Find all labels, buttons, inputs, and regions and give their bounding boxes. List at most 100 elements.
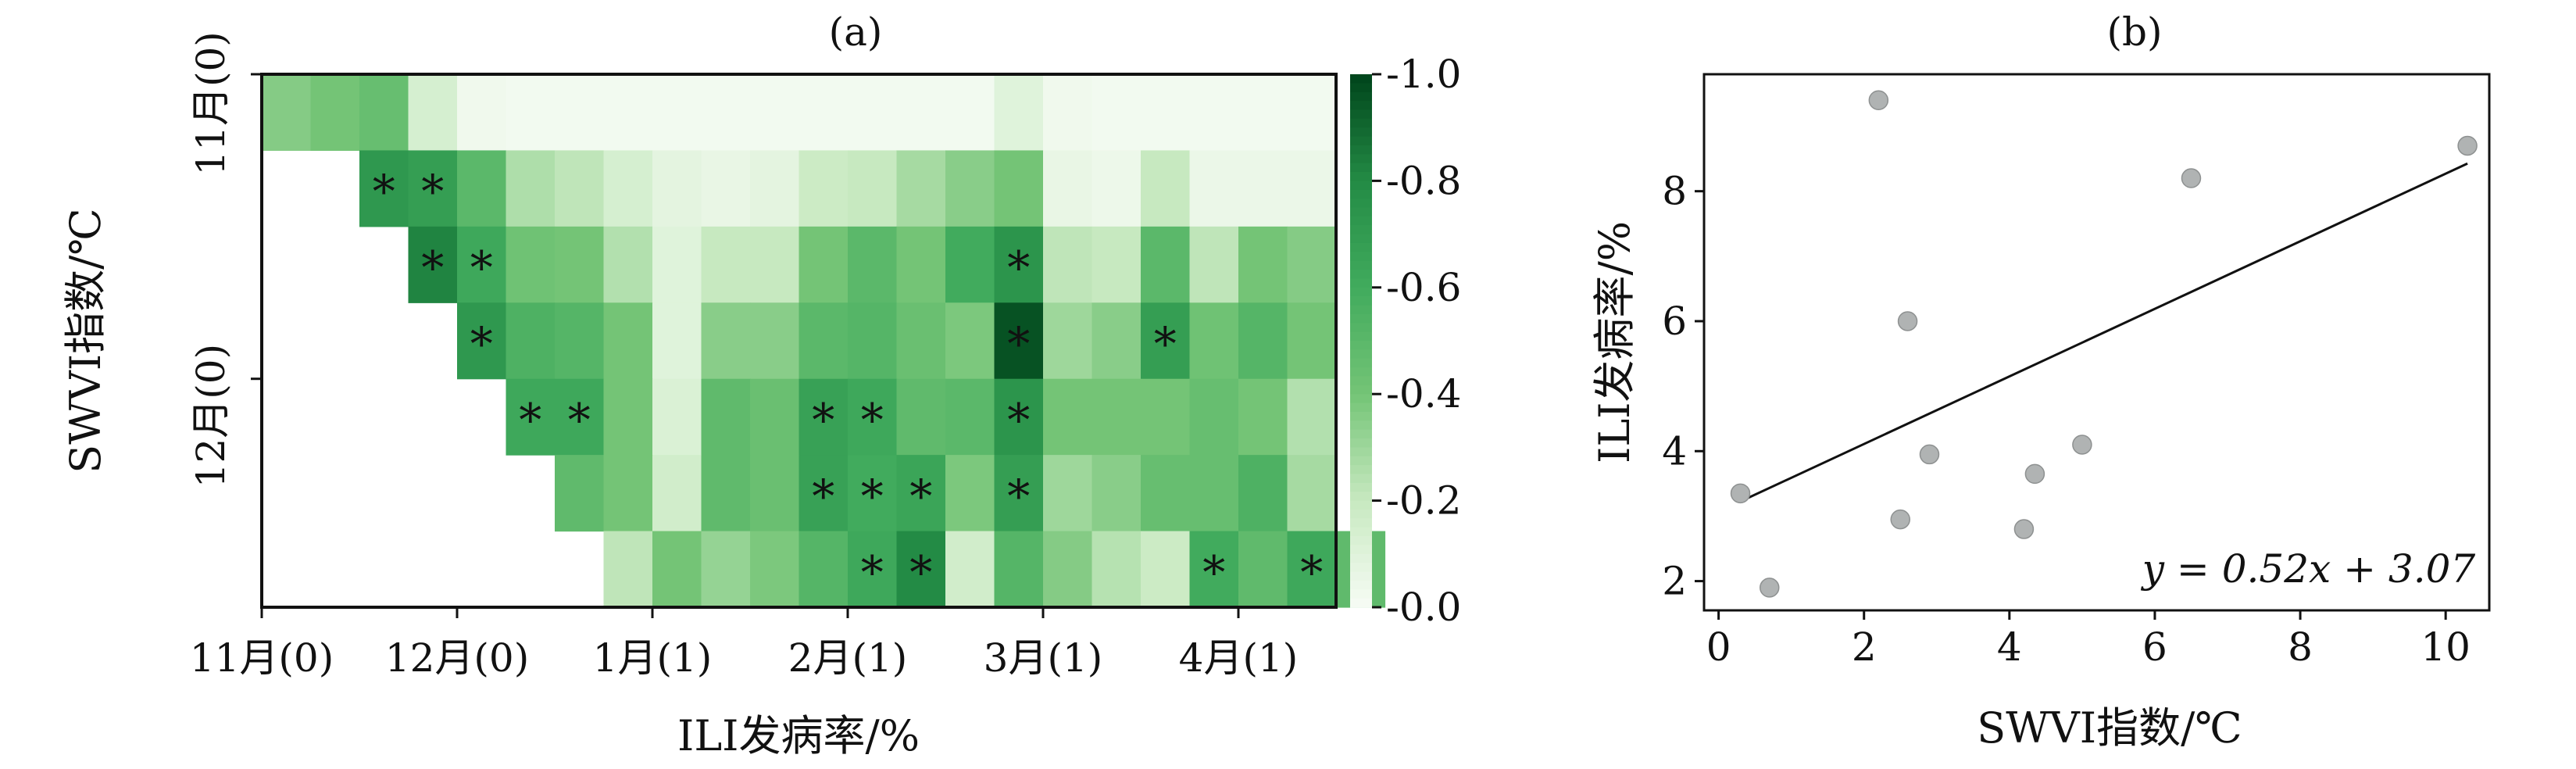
heatmap-cell — [896, 455, 946, 532]
heatmap-cell — [1091, 226, 1142, 303]
significance-star: * — [470, 317, 493, 370]
heatmap-cell — [555, 74, 605, 152]
heatmap-cell — [603, 378, 653, 456]
y-tick-label: 11月(0) — [188, 31, 234, 175]
heatmap-cell — [457, 302, 507, 380]
heatmap-cell — [701, 150, 751, 227]
heatmap-cell — [799, 150, 849, 227]
heatmap-cell — [1287, 150, 1337, 227]
x-tick-label: 0 — [1706, 624, 1731, 670]
colorbar-segment — [1350, 260, 1372, 270]
heatmap-cell — [1189, 378, 1239, 456]
heatmap-cell — [555, 455, 605, 532]
heatmap-cell — [848, 226, 898, 303]
colorbar-segment — [1350, 553, 1372, 563]
colorbar-segment — [1350, 296, 1372, 306]
colorbar-segment — [1350, 465, 1372, 475]
colorbar-tick-label: -1.0 — [1386, 52, 1461, 97]
heatmap-cell — [1238, 531, 1288, 608]
heatmap-cell — [408, 226, 458, 303]
colorbar-segment — [1350, 411, 1372, 422]
heatmap-cell — [848, 455, 898, 532]
heatmap-cell — [896, 74, 946, 152]
heatmap-cell — [1287, 302, 1337, 380]
colorbar-segment — [1350, 118, 1372, 128]
colorbar-segment — [1350, 509, 1372, 520]
scatter-point — [1730, 483, 1751, 504]
regression-equation: y = 0.52x + 3.07 — [2141, 546, 2476, 592]
heatmap-cell — [408, 74, 458, 152]
heatmap-cell — [896, 150, 946, 227]
heatmap-cell — [1287, 378, 1337, 456]
y-tick-label: 8 — [1662, 169, 1687, 214]
scatter-point — [2024, 463, 2045, 485]
scatter-points — [1730, 90, 2478, 598]
panel-b-ylabel: ILI发病率/% — [1590, 221, 1639, 463]
y-tick-label: 2 — [1662, 559, 1687, 604]
colorbar: -0.0 -0.2 -0.4 -0.6 -0.8 -1.0 — [1350, 52, 1461, 630]
heatmap-cell — [1141, 302, 1191, 380]
colorbar-segment — [1350, 500, 1372, 510]
colorbar-segment — [1350, 545, 1372, 555]
colorbar-segment — [1350, 456, 1372, 466]
heatmap-cell — [555, 150, 605, 227]
significance-star: * — [1007, 241, 1030, 295]
heatmap-cell — [1287, 226, 1337, 303]
heatmap-cell — [701, 74, 751, 152]
scatter-point — [1890, 509, 1910, 530]
heatmap-cell — [1091, 302, 1142, 380]
colorbar-segment — [1350, 313, 1372, 324]
heatmap-cell — [652, 150, 702, 227]
panel-a-xlabel: ILI发病率/% — [677, 711, 920, 760]
heatmap-cell — [506, 226, 556, 303]
heatmap-cell — [896, 378, 946, 456]
heatmap-cell — [652, 455, 702, 532]
colorbar-segment — [1350, 384, 1372, 395]
heatmap-cell — [1141, 455, 1191, 532]
heatmap-cell — [799, 226, 849, 303]
heatmap-cell — [945, 226, 995, 303]
colorbar-segment — [1350, 492, 1372, 502]
heatmap-cell — [1043, 302, 1093, 380]
heatmap-cell — [701, 378, 751, 456]
colorbar-segment — [1350, 199, 1372, 209]
heatmap-cell — [1287, 74, 1337, 152]
significance-star: * — [812, 470, 834, 523]
colorbar-segment — [1350, 163, 1372, 173]
heatmap-cell — [457, 74, 507, 152]
scatter-x-ticks: 0 2 4 6 8 10 — [1706, 610, 2471, 670]
scatter-point — [2181, 168, 2202, 188]
colorbar-segment — [1350, 323, 1372, 333]
x-tick-label: 4月(1) — [1179, 635, 1299, 681]
heatmap-cell — [799, 531, 849, 608]
heatmap-cell — [1141, 226, 1191, 303]
heatmap-cells — [262, 74, 1386, 608]
significance-star: * — [470, 241, 493, 295]
significance-star: * — [909, 545, 932, 599]
scatter-point — [1897, 311, 1918, 331]
heatmap-cell — [506, 74, 556, 152]
scatter-point — [2013, 519, 2035, 539]
colorbar-segment — [1350, 83, 1372, 93]
colorbar-segment — [1350, 127, 1372, 138]
colorbar-segment — [1350, 394, 1372, 404]
regression-line — [1739, 162, 2468, 503]
colorbar-segment — [1350, 101, 1372, 111]
scatter-point — [1868, 90, 1889, 111]
colorbar-segment — [1350, 571, 1372, 581]
colorbar-segment — [1350, 447, 1372, 457]
heatmap-cell — [359, 74, 409, 152]
significance-star: * — [861, 545, 884, 599]
significance-star: * — [421, 241, 444, 295]
heatmap-cell — [701, 302, 751, 380]
heatmap-cell — [310, 74, 360, 152]
heatmap-cell — [555, 302, 605, 380]
colorbar-segment — [1350, 172, 1372, 182]
colorbar-segment — [1350, 358, 1372, 368]
heatmap-cell — [750, 74, 800, 152]
colorbar-segment — [1350, 225, 1372, 235]
heatmap-cell — [555, 378, 605, 456]
significance-star: * — [1007, 317, 1030, 370]
significance-star: * — [373, 165, 395, 218]
